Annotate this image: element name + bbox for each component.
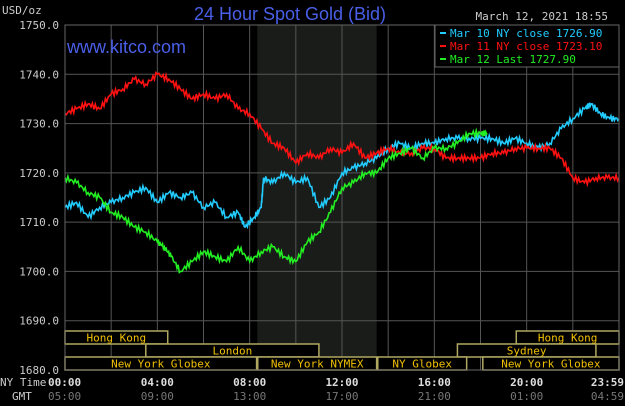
x-tick-label: 17:00 [325,390,358,403]
kitco-watermark: www.kitco.com [66,37,186,57]
x-tick-label: 20:00 [510,376,543,389]
legend-entry: Mar 11 NY close 1723.10 [450,40,602,53]
x-tick-label: 09:00 [141,390,174,403]
y-tick-label: 1690.0 [19,315,59,328]
session-label: London [212,345,252,358]
timestamp: March 12, 2021 18:55 [476,10,608,23]
y-tick-label: 1700.0 [19,265,59,278]
x-tick-label: 01:00 [510,390,543,403]
session-label: Hong Kong [87,332,147,345]
legend-entry: Mar 10 NY close 1726.90 [450,27,602,40]
session-label: Sydney [507,345,547,358]
shaded-trading-region [257,25,377,370]
legend-entry: Mar 12 Last 1727.90 [450,53,576,66]
y-tick-label: 1710.0 [19,216,59,229]
y-tick-label: 1720.0 [19,167,59,180]
x-tick-label: 23:59 [591,376,624,389]
series-line [64,70,620,188]
session-label: Hong Kong [538,332,598,345]
series-line [64,127,488,274]
y-tick-label: 1680.0 [19,364,59,377]
plot-frame [64,24,620,371]
x-tick-label: 04:59 [591,390,624,403]
session-label: New York NYMEX [271,358,364,371]
x-tick-label: 16:00 [418,376,451,389]
x-tick-label: 00:00 [48,376,81,389]
x-tick-label: 05:00 [48,390,81,403]
session-label: New York Globex [111,358,211,371]
chart-title: 24 Hour Spot Gold (Bid) [194,4,386,24]
x-axis-row-label: GMT [12,390,32,403]
x-tick-label: 21:00 [418,390,451,403]
x-tick-label: 13:00 [233,390,266,403]
y-axis-label: USD/oz [2,4,42,17]
x-tick-label: 08:00 [233,376,266,389]
legend-box [434,24,620,68]
y-tick-label: 1740.0 [19,68,59,81]
series-line [64,102,620,230]
x-axis-row-label: NY Time [0,376,46,389]
y-tick-label: 1730.0 [19,118,59,131]
x-tick-label: 12:00 [325,376,358,389]
session-label: New York Globex [501,358,601,371]
session-label: NY Globex [392,358,452,371]
x-tick-label: 04:00 [141,376,174,389]
y-tick-label: 1750.0 [19,19,59,32]
